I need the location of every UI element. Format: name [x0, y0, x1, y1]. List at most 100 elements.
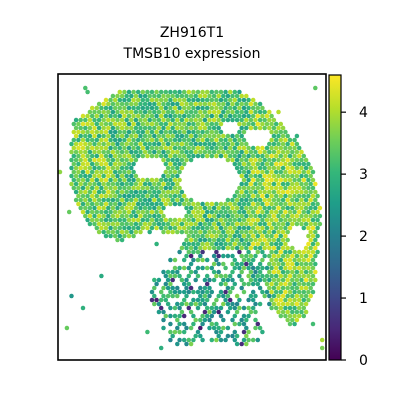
expression-spot — [257, 125, 263, 131]
expression-spot — [129, 165, 134, 171]
expression-spot — [126, 193, 132, 199]
expression-spot — [253, 245, 258, 251]
expression-spot — [239, 221, 244, 227]
expression-spot — [280, 301, 286, 307]
expression-spot — [198, 117, 203, 123]
expression-spot — [202, 237, 208, 243]
expression-spot — [294, 277, 300, 283]
expression-spot — [278, 289, 284, 295]
expression-spot — [87, 197, 93, 203]
expression-spot — [170, 117, 175, 123]
expression-spot — [78, 205, 83, 211]
expression-spot — [232, 257, 238, 263]
expression-spot — [285, 237, 290, 243]
expression-spot — [158, 193, 164, 199]
expression-spot — [83, 125, 88, 131]
expression-spot — [306, 217, 311, 223]
colorbar-tick-label: 1 — [359, 291, 368, 307]
expression-spot — [241, 105, 247, 111]
expression-spot — [117, 129, 123, 135]
expression-spot — [225, 301, 231, 307]
expression-spot — [292, 145, 297, 151]
expression-spot — [186, 241, 192, 247]
expression-spot — [154, 241, 159, 247]
expression-spot — [99, 113, 104, 119]
expression-spot — [117, 217, 123, 223]
expression-spot — [179, 221, 185, 227]
expression-spot — [301, 305, 307, 311]
expression-spot — [110, 117, 116, 123]
expression-spot — [165, 221, 171, 227]
expression-spot — [292, 217, 297, 223]
expression-spot — [267, 293, 272, 299]
expression-spot — [92, 221, 97, 227]
low-expression-spot — [204, 281, 210, 287]
expression-spot — [267, 197, 272, 203]
expression-spot — [80, 177, 86, 183]
expression-spot — [170, 181, 175, 187]
expression-spot — [69, 157, 74, 163]
expression-spot — [216, 141, 221, 147]
expression-spot — [200, 217, 205, 223]
expression-spot — [250, 153, 256, 159]
expression-spot — [257, 261, 263, 267]
expression-spot — [290, 301, 295, 307]
expression-spot — [296, 249, 302, 255]
expression-spot — [165, 277, 171, 283]
expression-spot — [230, 237, 235, 243]
expression-spot — [168, 185, 173, 191]
expression-spot — [69, 165, 74, 171]
expression-spot — [237, 121, 242, 127]
expression-spot — [223, 337, 228, 343]
expression-spot — [140, 97, 146, 103]
expression-spot — [285, 149, 290, 155]
expression-spot — [227, 89, 233, 95]
expression-spot — [73, 197, 79, 203]
expression-spot — [273, 153, 279, 159]
expression-spot — [138, 109, 143, 115]
expression-spot — [296, 209, 302, 215]
expression-spot — [241, 129, 247, 135]
expression-spot — [214, 257, 219, 263]
expression-spot — [310, 225, 316, 231]
expression-spot — [131, 97, 136, 103]
expression-spot — [115, 229, 120, 235]
expression-spot — [179, 93, 185, 99]
expression-spot — [200, 321, 205, 327]
expression-spot — [195, 145, 201, 151]
expression-spot — [122, 97, 127, 103]
expression-spot — [239, 93, 244, 99]
expression-spot — [170, 101, 175, 107]
expression-spot — [195, 97, 201, 103]
expression-spot — [119, 149, 125, 155]
expression-spot — [92, 181, 97, 187]
colorbar-tick-label: 0 — [359, 353, 368, 369]
expression-spot — [149, 145, 155, 151]
expression-spot — [119, 221, 125, 227]
expression-spot — [117, 185, 123, 191]
expression-spot — [218, 145, 224, 151]
expression-spot — [290, 189, 295, 195]
expression-spot — [181, 265, 187, 271]
expression-spot — [163, 177, 169, 183]
expression-spot — [188, 205, 194, 211]
expression-spot — [119, 141, 125, 147]
expression-spot — [89, 129, 95, 135]
expression-spot — [225, 117, 231, 123]
expression-spot — [195, 121, 201, 127]
expression-spot — [133, 189, 139, 195]
expression-spot — [158, 121, 164, 127]
expression-spot — [172, 201, 178, 207]
expression-spot — [283, 289, 288, 295]
expression-spot — [158, 209, 164, 215]
expression-spot — [207, 221, 212, 227]
expression-spot — [112, 113, 118, 119]
expression-spot — [87, 181, 93, 187]
expression-spot — [223, 153, 228, 159]
expression-spot — [177, 129, 182, 135]
expression-spot — [175, 189, 180, 195]
expression-spot — [170, 197, 175, 203]
expression-spot — [193, 221, 198, 227]
expression-spot — [85, 113, 90, 119]
expression-spot — [285, 213, 290, 219]
